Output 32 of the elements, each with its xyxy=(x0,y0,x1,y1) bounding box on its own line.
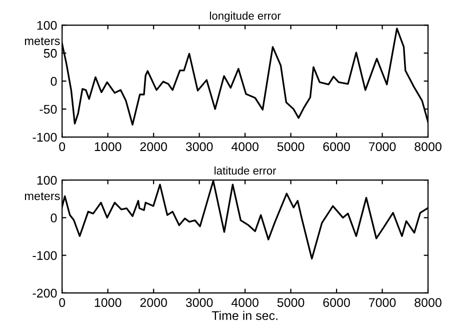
y-tick-label: 100 xyxy=(37,20,57,30)
x-tick-label: 6000 xyxy=(323,298,350,307)
y-axis-title: meters xyxy=(24,192,60,200)
x-tick-label: 0 xyxy=(59,142,66,152)
x-tick-label: 5000 xyxy=(277,142,304,152)
y-tick-label: -100 xyxy=(32,132,57,142)
x-tick-label: 3000 xyxy=(186,142,213,152)
x-tick-label: 8000 xyxy=(414,298,442,307)
x-axis-title: Time in sec. xyxy=(212,310,278,320)
y-tick-label: -100 xyxy=(32,251,57,260)
x-tick-label: 3000 xyxy=(186,298,213,307)
x-tick-label: 4000 xyxy=(231,142,258,152)
x-tick-label: 4000 xyxy=(231,298,258,307)
y-tick-label: 100 xyxy=(37,176,57,185)
y-axis-title: meters xyxy=(24,37,60,46)
x-tick-label: 7000 xyxy=(369,142,396,152)
y-tick-label: -200 xyxy=(32,288,57,298)
x-tick-label: 1000 xyxy=(94,142,122,152)
y-tick-label: 0 xyxy=(50,76,57,86)
x-tick-label: 1000 xyxy=(94,298,122,307)
x-tick-label: 5000 xyxy=(277,298,304,307)
x-tick-label: 6000 xyxy=(323,142,350,152)
y-tick-label: 0 xyxy=(50,213,57,222)
chart-title: latitude error xyxy=(214,166,276,175)
x-tick-label: 7000 xyxy=(369,298,396,307)
x-tick-label: 8000 xyxy=(414,142,442,152)
x-tick-label: 0 xyxy=(59,298,66,307)
y-tick-label: -50 xyxy=(40,104,57,114)
chart-title: longitude error xyxy=(210,12,281,22)
x-tick-label: 2000 xyxy=(140,142,167,152)
y-tick-label: 50 xyxy=(44,48,57,58)
x-tick-label: 2000 xyxy=(140,298,167,307)
